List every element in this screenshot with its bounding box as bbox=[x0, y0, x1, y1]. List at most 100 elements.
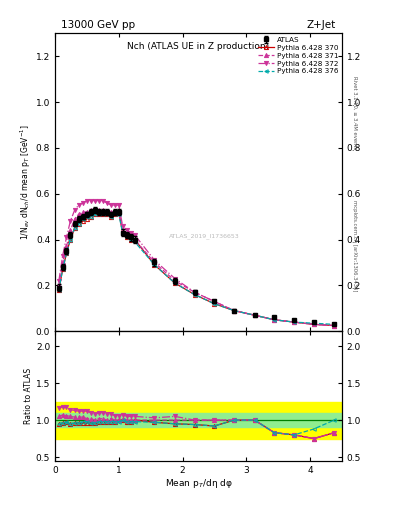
Pythia 6.428 370 bbox=[332, 323, 337, 329]
Pythia 6.428 376 bbox=[132, 239, 137, 245]
Pythia 6.428 372 bbox=[152, 257, 157, 263]
Pythia 6.428 376 bbox=[212, 301, 217, 307]
Pythia 6.428 371 bbox=[312, 322, 316, 328]
Pythia 6.428 372 bbox=[116, 202, 121, 208]
Pythia 6.428 370 bbox=[109, 214, 114, 220]
Pythia 6.428 371 bbox=[81, 209, 85, 215]
Pythia 6.428 370 bbox=[88, 214, 93, 220]
Pythia 6.428 372 bbox=[132, 232, 137, 238]
Pythia 6.428 372 bbox=[125, 227, 129, 233]
Pythia 6.428 376 bbox=[120, 229, 125, 236]
Pythia 6.428 370 bbox=[104, 211, 109, 218]
Pythia 6.428 370 bbox=[72, 225, 77, 231]
Pythia 6.428 372 bbox=[101, 198, 105, 204]
Pythia 6.428 371 bbox=[101, 207, 105, 213]
Pythia 6.428 370 bbox=[93, 211, 97, 218]
Pythia 6.428 372 bbox=[68, 218, 73, 224]
Pythia 6.428 371 bbox=[152, 260, 157, 266]
Pythia 6.428 371 bbox=[292, 319, 296, 325]
Pythia 6.428 371 bbox=[120, 227, 125, 233]
Pythia 6.428 372 bbox=[129, 229, 133, 236]
Pythia 6.428 372 bbox=[173, 275, 177, 282]
Pythia 6.428 371 bbox=[60, 260, 65, 266]
Pythia 6.428 376 bbox=[112, 211, 117, 218]
Pythia 6.428 372 bbox=[192, 289, 197, 295]
Pythia 6.428 370 bbox=[129, 237, 133, 243]
Pythia 6.428 376 bbox=[101, 211, 105, 218]
Pythia 6.428 371 bbox=[84, 209, 89, 215]
Pythia 6.428 371 bbox=[173, 278, 177, 284]
Pythia 6.428 370 bbox=[292, 319, 296, 325]
Pythia 6.428 376 bbox=[152, 262, 157, 268]
Pythia 6.428 370 bbox=[64, 250, 69, 257]
X-axis label: Mean p$_{T}$/dη dφ: Mean p$_{T}$/dη dφ bbox=[165, 477, 232, 490]
Line: Pythia 6.428 376: Pythia 6.428 376 bbox=[57, 212, 336, 326]
Pythia 6.428 372 bbox=[120, 223, 125, 229]
Text: Rivet 3.1.10, ≥ 3.4M events: Rivet 3.1.10, ≥ 3.4M events bbox=[352, 76, 357, 150]
Y-axis label: 1/N$_{ev}$ dN$_{ch}$/d mean p$_{T}$ [GeV$^{-1}$]: 1/N$_{ev}$ dN$_{ch}$/d mean p$_{T}$ [GeV… bbox=[18, 124, 33, 240]
Pythia 6.428 371 bbox=[272, 317, 277, 323]
Pythia 6.428 376 bbox=[232, 308, 237, 314]
Pythia 6.428 376 bbox=[88, 214, 93, 220]
Pythia 6.428 371 bbox=[57, 282, 61, 288]
Pythia 6.428 371 bbox=[72, 216, 77, 222]
Pythia 6.428 370 bbox=[312, 322, 316, 328]
Pythia 6.428 370 bbox=[120, 229, 125, 236]
Pythia 6.428 376 bbox=[81, 216, 85, 222]
Pythia 6.428 371 bbox=[109, 209, 114, 215]
Pythia 6.428 372 bbox=[272, 317, 277, 323]
Pythia 6.428 371 bbox=[93, 207, 97, 213]
Pythia 6.428 371 bbox=[232, 308, 237, 314]
Pythia 6.428 371 bbox=[132, 237, 137, 243]
Pythia 6.428 372 bbox=[104, 200, 109, 206]
Pythia 6.428 376 bbox=[97, 211, 101, 218]
Text: ATLAS_2019_I1736653: ATLAS_2019_I1736653 bbox=[169, 233, 240, 239]
Pythia 6.428 376 bbox=[76, 221, 81, 227]
Pythia 6.428 372 bbox=[212, 298, 217, 305]
Pythia 6.428 370 bbox=[272, 317, 277, 323]
Pythia 6.428 376 bbox=[129, 237, 133, 243]
Line: Pythia 6.428 371: Pythia 6.428 371 bbox=[57, 208, 336, 328]
Pythia 6.428 371 bbox=[97, 207, 101, 213]
Line: Pythia 6.428 372: Pythia 6.428 372 bbox=[57, 199, 336, 328]
Pythia 6.428 371 bbox=[112, 209, 117, 215]
Pythia 6.428 371 bbox=[64, 243, 69, 249]
Pythia 6.428 370 bbox=[84, 216, 89, 222]
Pythia 6.428 370 bbox=[112, 211, 117, 218]
Pythia 6.428 372 bbox=[72, 207, 77, 213]
Pythia 6.428 371 bbox=[129, 234, 133, 240]
Pythia 6.428 376 bbox=[64, 250, 69, 257]
Pythia 6.428 372 bbox=[81, 200, 85, 206]
Pythia 6.428 370 bbox=[252, 312, 257, 318]
Pythia 6.428 376 bbox=[109, 214, 114, 220]
Text: mcplots.cern.ch [arXiv:1306.3436]: mcplots.cern.ch [arXiv:1306.3436] bbox=[352, 200, 357, 291]
Pythia 6.428 372 bbox=[93, 198, 97, 204]
Pythia 6.428 370 bbox=[192, 291, 197, 297]
Pythia 6.428 376 bbox=[272, 317, 277, 323]
Pythia 6.428 376 bbox=[93, 211, 97, 218]
Pythia 6.428 371 bbox=[76, 211, 81, 218]
Pythia 6.428 371 bbox=[116, 209, 121, 215]
Pythia 6.428 372 bbox=[292, 319, 296, 325]
Pythia 6.428 370 bbox=[232, 308, 237, 314]
Pythia 6.428 370 bbox=[60, 266, 65, 272]
Pythia 6.428 372 bbox=[112, 202, 117, 208]
Pythia 6.428 376 bbox=[104, 211, 109, 218]
Pythia 6.428 370 bbox=[97, 211, 101, 218]
Pythia 6.428 371 bbox=[212, 298, 217, 305]
Pythia 6.428 372 bbox=[57, 278, 61, 284]
Pythia 6.428 370 bbox=[57, 287, 61, 293]
Pythia 6.428 376 bbox=[60, 266, 65, 272]
Pythia 6.428 376 bbox=[116, 211, 121, 218]
Text: 13000 GeV pp: 13000 GeV pp bbox=[61, 20, 135, 30]
Pythia 6.428 372 bbox=[312, 322, 316, 328]
Pythia 6.428 370 bbox=[76, 221, 81, 227]
Pythia 6.428 372 bbox=[232, 308, 237, 314]
Pythia 6.428 371 bbox=[68, 227, 73, 233]
Pythia 6.428 376 bbox=[68, 237, 73, 243]
Pythia 6.428 372 bbox=[76, 202, 81, 208]
Pythia 6.428 372 bbox=[64, 234, 69, 240]
Pythia 6.428 372 bbox=[332, 323, 337, 329]
Pythia 6.428 371 bbox=[192, 289, 197, 295]
Pythia 6.428 371 bbox=[332, 323, 337, 329]
